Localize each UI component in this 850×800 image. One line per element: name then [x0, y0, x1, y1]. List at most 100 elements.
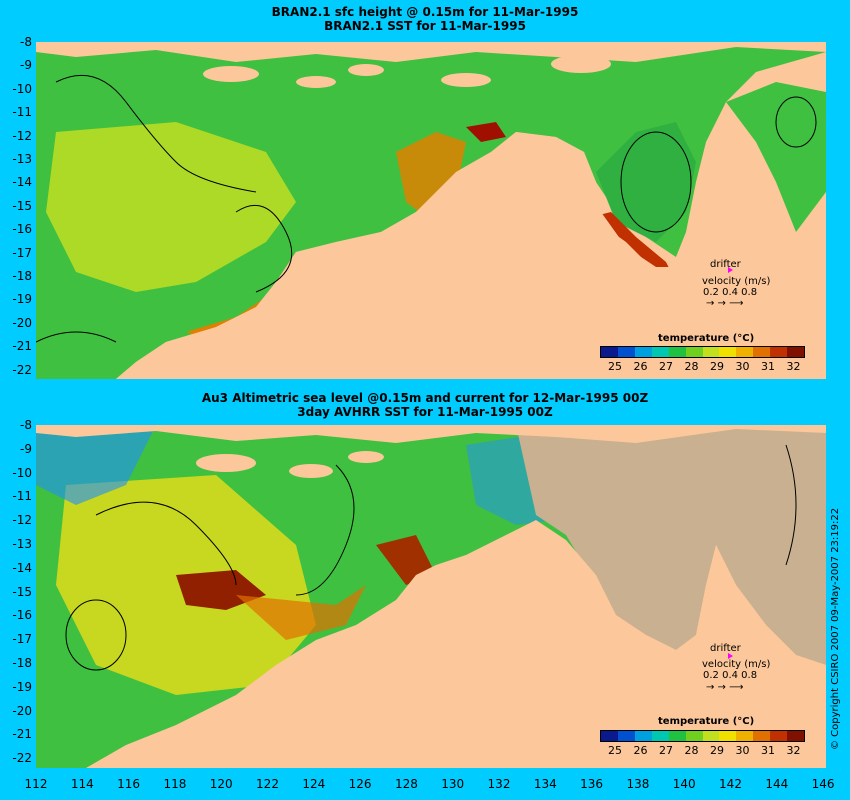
x-tick-label: 112: [24, 777, 48, 791]
y-tick-label: -9: [20, 441, 32, 456]
colorbar-swatch: [601, 347, 618, 357]
x-tick-label: 128: [394, 777, 418, 791]
x-tick-label: 144: [765, 777, 789, 791]
colorbar-swatch: [668, 347, 686, 357]
y-tick-label: -20: [12, 703, 32, 718]
y-tick-label: -19: [12, 292, 32, 307]
y-tick-label: -8: [20, 35, 32, 49]
x-tick-label: 130: [441, 777, 465, 791]
y-tick-label: -18: [12, 656, 32, 670]
colorbar-swatch: [787, 731, 805, 741]
colorbar-label: 26: [633, 744, 648, 757]
y-tick-label: -17: [12, 245, 32, 260]
colorbar-label: 27: [659, 744, 673, 757]
x-tick-label: 122: [256, 777, 279, 791]
y-tick-label: -22: [12, 751, 32, 766]
y-tick-label: -16: [12, 608, 32, 623]
x-tick-label: 138: [626, 777, 650, 791]
bottom-map-panel: [36, 425, 826, 768]
top-drifter-label: drifter: [710, 259, 741, 270]
y-tick-label: -13: [12, 152, 32, 166]
x-tick-label: 120: [209, 777, 233, 791]
copyright-notice: © Copyright CSIRO 2007 09-May-2007 23:19…: [830, 507, 841, 750]
top-title-line2: BRAN2.1 SST for 11-Mar-1995: [324, 19, 526, 33]
colorbar-label: 30: [735, 360, 750, 373]
colorbar-label: 30: [735, 744, 750, 757]
y-tick-label: -10: [12, 465, 32, 480]
top-colorbar: [600, 346, 805, 358]
colorbar-swatch: [770, 731, 788, 741]
bottom-colorbar: [600, 730, 805, 742]
top-colorbar-title: temperature (°C): [658, 333, 755, 344]
y-tick-label: -19: [12, 679, 32, 694]
colorbar-swatch: [601, 731, 618, 741]
colorbar-swatch: [787, 347, 805, 357]
y-tick-label: -21: [12, 339, 32, 354]
colorbar-swatch: [617, 731, 635, 741]
y-tick-label: -18: [12, 269, 32, 283]
colorbar-label: 31: [761, 744, 775, 757]
colorbar-swatch: [634, 347, 652, 357]
bottom-title-line1: Au3 Altimetric sea level @0.15m and curr…: [201, 391, 649, 405]
top-velocity-scale: 0.2 0.4 0.8: [703, 287, 758, 298]
y-tick-label: -9: [20, 58, 32, 73]
bottom-velocity-label: velocity (m/s): [702, 659, 771, 670]
x-tick-label: 132: [487, 777, 511, 791]
colorbar-label: 29: [710, 360, 724, 373]
y-tick-label: -15: [12, 584, 32, 599]
y-tick-label: -14: [12, 175, 32, 190]
colorbar-label: 32: [786, 744, 801, 757]
top-velocity-label: velocity (m/s): [702, 276, 771, 287]
y-tick-label: -8: [20, 418, 32, 432]
y-tick-label: -11: [12, 105, 32, 120]
bottom-title-line2: 3day AVHRR SST for 11-Mar-1995 00Z: [297, 405, 553, 419]
colorbar-swatch: [685, 347, 703, 357]
colorbar-swatch: [634, 731, 652, 741]
colorbar-swatch: [736, 347, 754, 357]
colorbar-swatch: [719, 731, 737, 741]
colorbar-swatch: [651, 347, 669, 357]
colorbar-swatch: [685, 731, 703, 741]
bottom-velocity-arrows: → → ⟶: [706, 682, 744, 693]
colorbar-swatch: [770, 347, 788, 357]
top-sst-map: [36, 42, 826, 379]
y-tick-label: -17: [12, 632, 32, 647]
bottom-drifter-label: drifter: [710, 643, 741, 654]
colorbar-label: 25: [608, 744, 622, 757]
y-tick-label: -12: [12, 513, 32, 528]
colorbar-swatch: [651, 731, 669, 741]
y-tick-label: -15: [12, 198, 32, 213]
top-map-panel: [36, 42, 826, 379]
x-tick-label: 124: [302, 777, 326, 791]
x-tick-label: 136: [580, 777, 604, 791]
x-tick-label: 146: [811, 777, 835, 791]
top-velocity-arrows: → → ⟶: [706, 298, 744, 309]
colorbar-swatch: [702, 347, 720, 357]
top-title-line1: BRAN2.1 sfc height @ 0.15m for 11-Mar-19…: [271, 5, 579, 19]
y-tick-label: -11: [12, 489, 32, 504]
x-tick-label: 116: [117, 777, 141, 791]
colorbar-label: 32: [786, 360, 801, 373]
x-tick-label: 114: [70, 777, 94, 791]
colorbar-label: 28: [684, 360, 699, 373]
colorbar-swatch: [753, 347, 771, 357]
x-tick-label: 126: [348, 777, 372, 791]
colorbar-label: 28: [684, 744, 699, 757]
y-tick-label: -14: [12, 560, 32, 575]
colorbar-label: 27: [659, 360, 673, 373]
colorbar-swatch: [719, 347, 737, 357]
x-tick-label: 118: [163, 777, 187, 791]
y-tick-label: -20: [12, 315, 32, 330]
y-tick-label: -10: [12, 81, 32, 96]
x-tick-label: 134: [533, 777, 557, 791]
x-tick-label: 142: [719, 777, 742, 791]
colorbar-swatch: [668, 731, 686, 741]
bottom-colorbar-title: temperature (°C): [658, 716, 755, 727]
y-tick-label: -22: [12, 362, 32, 377]
y-tick-label: -12: [12, 128, 32, 143]
colorbar-label: 31: [761, 360, 775, 373]
colorbar-label: 29: [710, 744, 724, 757]
colorbar-label: 26: [633, 360, 648, 373]
y-tick-label: -16: [12, 222, 32, 237]
colorbar-label: 25: [608, 360, 622, 373]
